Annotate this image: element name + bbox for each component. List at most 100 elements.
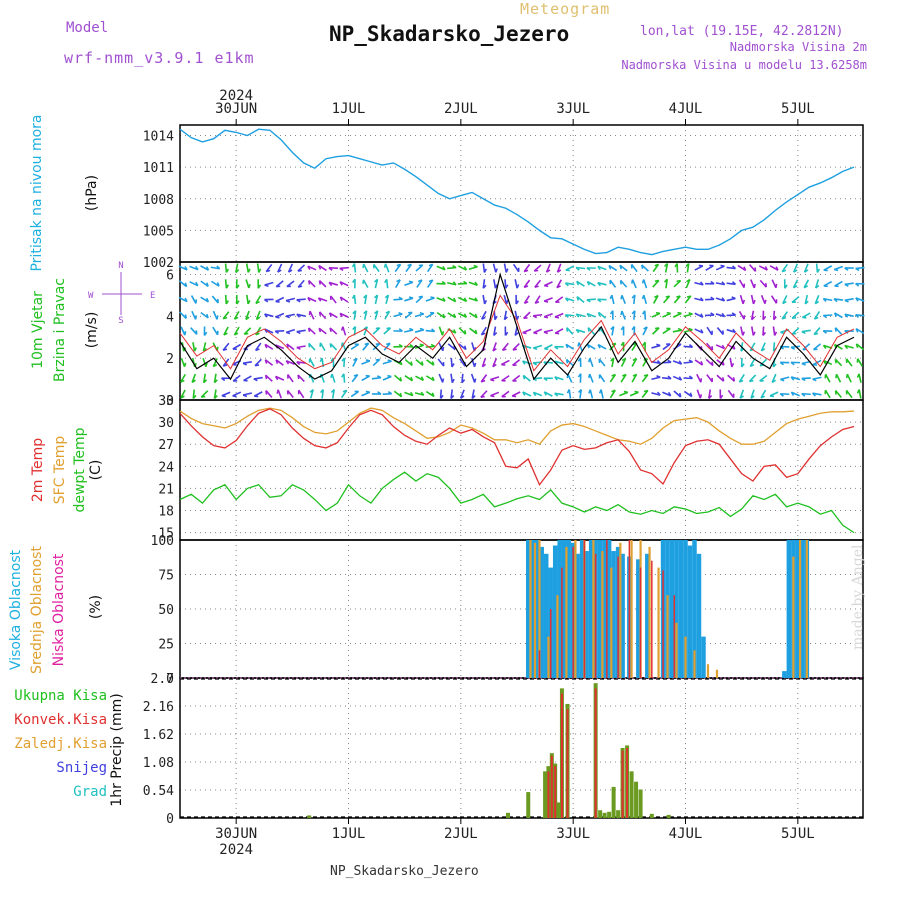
wind-arrow-head — [339, 267, 344, 272]
wind-arrow-head — [410, 361, 413, 366]
wind-arrow — [350, 390, 360, 398]
wind-arrow — [696, 389, 702, 399]
cloud-bar-mid — [706, 664, 710, 678]
altitude-label: Nadmorska Visina 2m — [729, 40, 867, 54]
wind-arrow-head — [655, 311, 661, 315]
wind-arrow — [382, 375, 392, 381]
wind-arrow — [791, 296, 800, 303]
wind-arrow-head — [441, 378, 445, 383]
wind-arrow — [620, 358, 627, 367]
wind-arrow — [844, 297, 854, 302]
wind-arrow-head — [678, 360, 683, 365]
wind-arrow — [265, 374, 273, 382]
wind-arrow — [384, 263, 390, 273]
wind-arrow-head — [319, 357, 323, 362]
wind-arrow-head — [464, 330, 467, 335]
wind-arrow-head — [781, 316, 787, 320]
wind-arrow-head — [439, 394, 444, 399]
wind-arrow-head — [780, 331, 785, 335]
wind-arrow-head — [586, 344, 590, 349]
cloud-bar-high — [552, 545, 558, 678]
wind-arrow-head — [431, 361, 435, 366]
wind-arrow — [329, 342, 338, 351]
wind-arrow-head — [319, 389, 324, 394]
cloud-bar-mid — [798, 540, 802, 678]
wind-arrow-head — [554, 316, 560, 319]
wind-arrow-head — [244, 332, 249, 335]
wind-arrow — [708, 389, 712, 399]
clouds-ytick-label: 0 — [166, 672, 174, 687]
year-label-top: 2024 — [219, 88, 253, 104]
wind-arrow — [792, 279, 799, 289]
wind-arrow — [480, 374, 488, 383]
wind-arrow-head — [490, 378, 495, 382]
wind-arrow — [512, 343, 520, 351]
wind-arrow-head — [275, 300, 280, 303]
wind-arrow — [727, 374, 735, 382]
wind-arrow-head — [721, 344, 726, 349]
wind-arrow — [458, 327, 467, 335]
wind-arrow — [414, 313, 424, 318]
wind-arrow — [855, 314, 865, 317]
cloud-bar-low — [561, 567, 563, 678]
cloud-bar-mid — [592, 540, 595, 678]
wind-arrow — [749, 358, 756, 367]
wind-arrow — [318, 264, 327, 272]
day-label-top: 3JUL — [556, 101, 590, 117]
wind-arrow-head — [351, 263, 356, 268]
wind-arrow — [471, 389, 475, 399]
wind-arrow-head — [533, 347, 538, 351]
wind-arrow — [633, 310, 636, 320]
wind-arrow-head — [743, 266, 747, 271]
wind-arrow — [823, 280, 833, 287]
wind-arrow-head — [534, 300, 540, 305]
wind-arrow — [480, 326, 488, 336]
wind-arrow-head — [419, 327, 425, 331]
wind-arrow — [480, 390, 488, 398]
compass-north: N — [118, 261, 123, 271]
day-label-top: 2JUL — [444, 101, 478, 117]
wind-arrow — [609, 279, 617, 288]
wind-arrow-head — [481, 332, 486, 336]
wind-arrow-head — [750, 395, 755, 399]
wind-arrow-head — [386, 327, 391, 330]
wind-arrow — [265, 263, 273, 273]
wind-arrow — [543, 361, 553, 364]
wind-arrow — [415, 264, 424, 272]
wind-arrow — [222, 311, 230, 320]
wind-arrow — [641, 390, 649, 398]
wind-arrow-head — [587, 327, 590, 332]
wind-arrow-head — [213, 395, 218, 399]
wind-arrow-head — [474, 329, 478, 334]
clouds-ytick-label: 25 — [158, 638, 174, 653]
wind-arrow — [642, 279, 648, 289]
wind-arrow — [651, 376, 661, 381]
wind-arrow-head — [275, 316, 280, 319]
precip-bar-total — [611, 786, 616, 818]
wind-arrow — [823, 297, 833, 302]
wind-arrow-head — [814, 300, 820, 305]
wind-gust-line — [179, 294, 855, 372]
wind-arrow — [696, 373, 702, 383]
precipitation-ytick-label: 1.08 — [143, 756, 174, 771]
wind-arrow — [554, 392, 564, 396]
wind-arrow-head — [667, 375, 672, 380]
cloud-bar-high — [543, 553, 549, 678]
wind-arrow-head — [307, 327, 311, 332]
cloud-bar-mid — [610, 567, 613, 678]
wind-arrow — [329, 312, 338, 319]
wind-arrow-head — [453, 297, 457, 303]
wind-arrow — [404, 375, 413, 382]
wind-arrow — [813, 311, 821, 320]
wind-arrow-head — [418, 295, 423, 298]
wind-arrow-head — [597, 344, 601, 349]
wind-arrow — [350, 343, 360, 350]
wind-arrow — [793, 263, 799, 273]
wind-arrow — [468, 281, 478, 287]
precip-bar-total — [638, 789, 643, 818]
wind-arrow — [394, 263, 402, 273]
wind-arrow — [287, 374, 294, 383]
model-value: wrf-nmm_v3.9.1 e1km — [64, 49, 255, 67]
wind-arrow — [426, 279, 434, 288]
wind-arrow — [447, 312, 456, 319]
